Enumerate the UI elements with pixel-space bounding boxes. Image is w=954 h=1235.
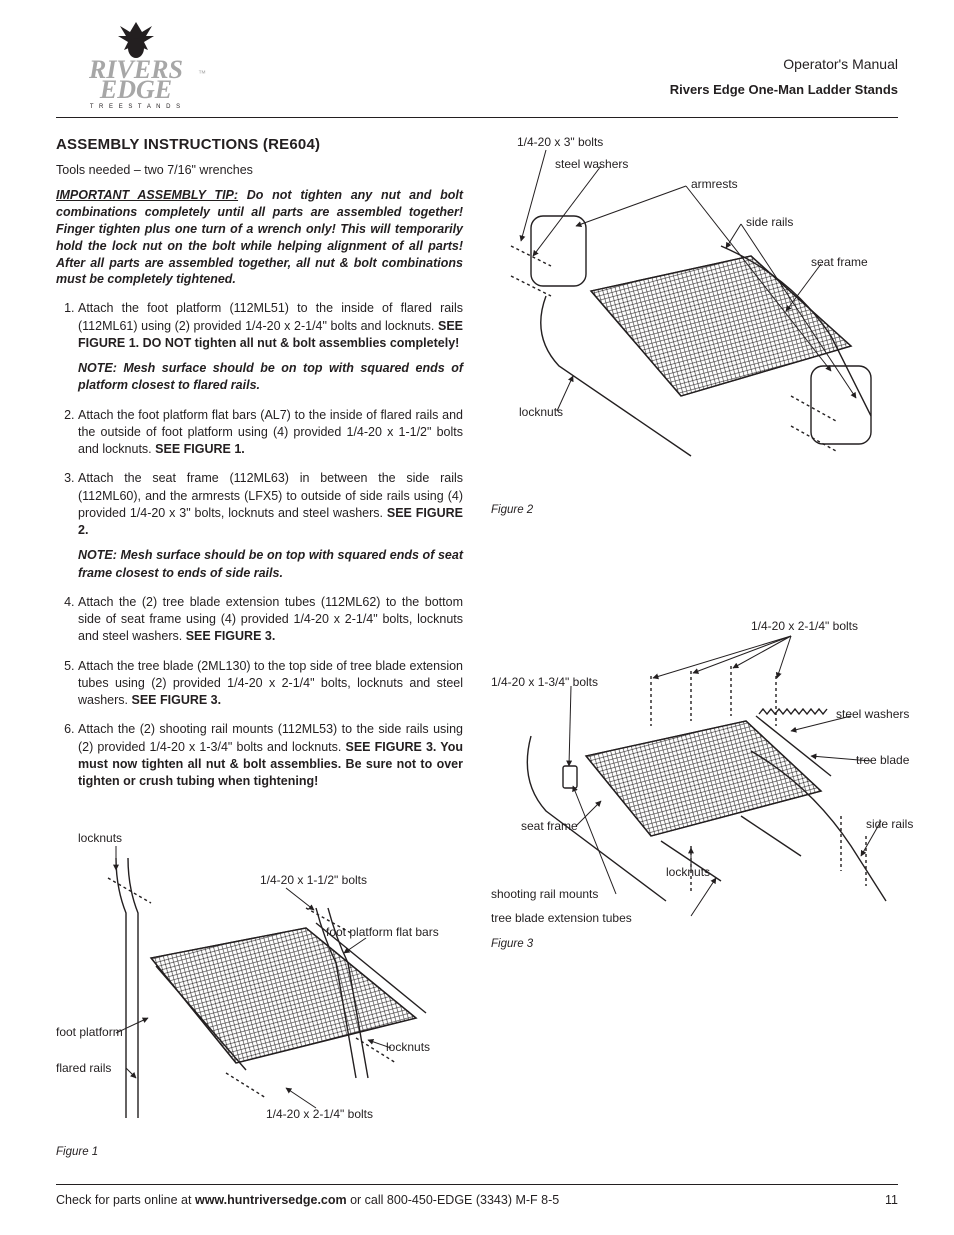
header-right: Operator's Manual Rivers Edge One-Man La… (670, 18, 898, 97)
operators-manual-label: Operator's Manual (670, 56, 898, 72)
fig1-locknuts-top: locknuts (78, 832, 122, 844)
step-note: NOTE: Mesh surface should be on top with… (78, 547, 463, 582)
step-1: Attach the foot platform (112ML51) to th… (78, 300, 463, 394)
page-header: RIVERS EDGE T R E E S T A N D S ™ Operat… (56, 18, 898, 118)
step-6: Attach the (2) shooting rail mounts (112… (78, 721, 463, 790)
figure-3-caption: Figure 3 (491, 938, 533, 950)
page-footer: Check for parts online at www.huntrivers… (56, 1184, 898, 1207)
fig3-bolts-134: 1/4-20 x 1-3/4" bolts (491, 676, 598, 688)
fig3-bolts-214: 1/4-20 x 2-1/4" bolts (751, 620, 858, 632)
svg-text:EDGE: EDGE (99, 75, 172, 104)
step-2: Attach the foot platform flat bars (AL7)… (78, 407, 463, 459)
fig1-foot-platform: foot platform (56, 1026, 123, 1038)
page-number: 11 (885, 1193, 898, 1207)
tools-needed: Tools needed – two 7/16" wrenches (56, 163, 463, 177)
left-column: ASSEMBLY INSTRUCTIONS (RE604) Tools need… (56, 136, 463, 1168)
fig1-bolts-214: 1/4-20 x 2-1/4" bolts (266, 1108, 373, 1120)
fig2-bolts-3: 1/4-20 x 3" bolts (517, 136, 603, 148)
fig3-locknuts: locknuts (666, 866, 710, 878)
fig3-tree-blade: tree blade (856, 754, 909, 766)
assembly-tip: IMPORTANT ASSEMBLY TIP: Do not tighten a… (56, 187, 463, 288)
figure-2-caption: Figure 2 (491, 504, 533, 516)
section-title: ASSEMBLY INSTRUCTIONS (RE604) (56, 136, 463, 153)
footer-url: www.huntriversedge.com (195, 1193, 347, 1207)
step-3: Attach the seat frame (112ML63) in betwe… (78, 470, 463, 582)
fig2-armrests: armrests (691, 178, 738, 190)
content-columns: ASSEMBLY INSTRUCTIONS (RE604) Tools need… (56, 136, 898, 1168)
fig2-steel-washers: steel washers (555, 158, 628, 170)
step-5: Attach the tree blade (2ML130) to the to… (78, 658, 463, 710)
footer-text-b: or call 800-450-EDGE (3343) M-F 8-5 (347, 1193, 560, 1207)
brand-logo: RIVERS EDGE T R E E S T A N D S ™ (56, 18, 216, 110)
figure-3: 1/4-20 x 2-1/4" bolts 1/4-20 x 1-3/4" bo… (491, 616, 898, 996)
svg-text:T R E E S T A N D S: T R E E S T A N D S (90, 104, 182, 110)
step-note: NOTE: Mesh surface should be on top with… (78, 360, 463, 395)
step-bold: SEE FIGURE 3. (186, 629, 276, 643)
step-bold: SEE FIGURE 3. (132, 693, 222, 707)
fig2-seat-frame: seat frame (811, 256, 868, 268)
step-bold: SEE FIGURE 1. (155, 442, 245, 456)
step-text: Attach the foot platform flat bars (AL7)… (78, 408, 463, 457)
figure-1-svg (56, 818, 466, 1138)
figure-1-caption: Figure 1 (56, 1146, 98, 1158)
step-text: Attach the foot platform (112ML51) to th… (78, 301, 463, 332)
right-column: 1/4-20 x 3" bolts steel washers armrests… (491, 136, 898, 1168)
footer-text: Check for parts online at www.huntrivers… (56, 1193, 559, 1207)
fig3-shooting-rail-mounts: shooting rail mounts (491, 888, 598, 900)
fig2-side-rails: side rails (746, 216, 793, 228)
fig1-bolts-112: 1/4-20 x 1-1/2" bolts (260, 874, 367, 886)
fig2-locknuts: locknuts (519, 406, 563, 418)
product-line-label: Rivers Edge One-Man Ladder Stands (670, 82, 898, 97)
step-4: Attach the (2) tree blade extension tube… (78, 594, 463, 646)
tip-body: Do not tighten any nut and bolt combinat… (56, 188, 463, 286)
fig1-locknuts-bot: locknuts (386, 1041, 430, 1053)
tip-lead: IMPORTANT ASSEMBLY TIP: (56, 188, 238, 202)
fig3-tree-blade-ext: tree blade extension tubes (491, 912, 632, 924)
figure-1: locknuts 1/4-20 x 1-1/2" bolts foot plat… (56, 818, 463, 1168)
fig3-side-rails: side rails (866, 818, 913, 830)
svg-text:™: ™ (198, 69, 206, 78)
fig3-steel-washers: steel washers (836, 708, 909, 720)
fig1-flared-rails: flared rails (56, 1062, 111, 1074)
figure-2: 1/4-20 x 3" bolts steel washers armrests… (491, 136, 898, 526)
fig1-flat-bars: foot platform flat bars (326, 926, 439, 938)
steps-list: Attach the foot platform (112ML51) to th… (56, 300, 463, 790)
footer-text-a: Check for parts online at (56, 1193, 195, 1207)
figure-3-svg (491, 616, 911, 956)
fig3-seat-frame: seat frame (521, 820, 578, 832)
